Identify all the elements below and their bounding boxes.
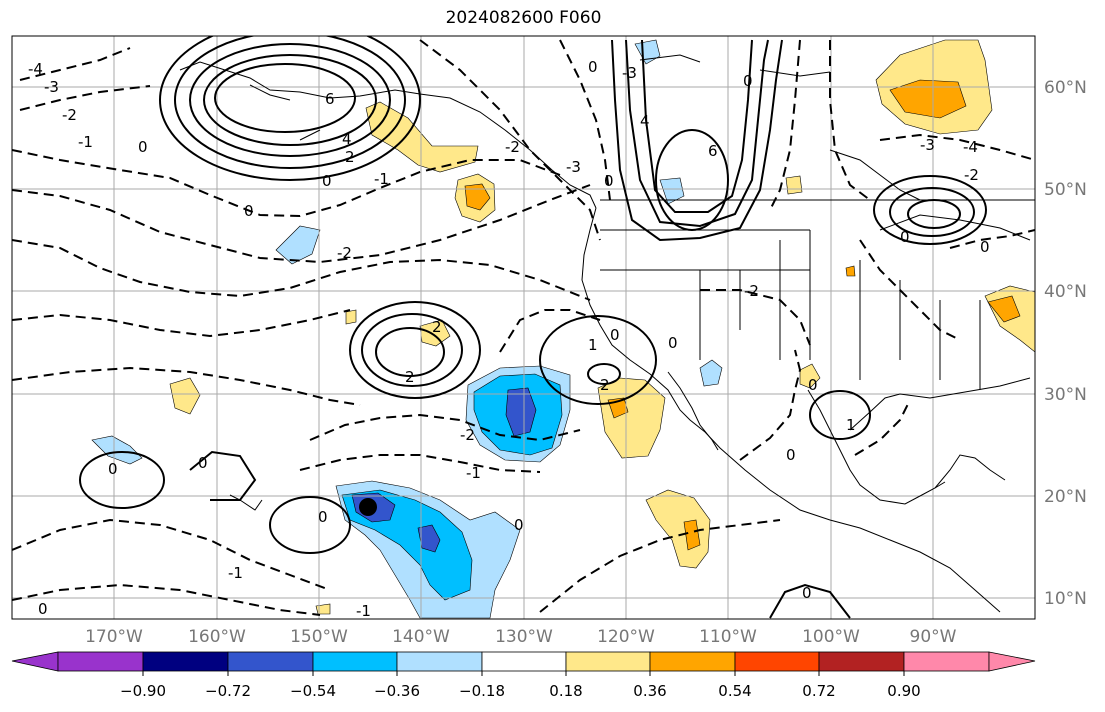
solid-contours xyxy=(79,36,987,619)
contour-label: -1 xyxy=(356,602,371,620)
lon-label-170w: 170°W xyxy=(85,627,143,647)
contour-label: -1 xyxy=(78,133,93,151)
colorbar-segment xyxy=(142,651,229,672)
colorbar-segment xyxy=(903,651,990,672)
contour-label: 0 xyxy=(808,376,818,394)
lat-label-60n: 60°N xyxy=(1044,78,1087,98)
contour-label: 1 xyxy=(588,336,598,354)
colorbar-ticks xyxy=(142,671,905,676)
contour-label: -4 xyxy=(963,138,978,156)
contour-label: -3 xyxy=(44,78,59,96)
colorbar-tick-label: −0.54 xyxy=(290,682,336,700)
contour-label: -2 xyxy=(744,282,759,300)
lon-label-90w: 90°W xyxy=(910,627,957,647)
contour-label: -1 xyxy=(374,170,389,188)
colorbar-tick-label: 0.54 xyxy=(718,682,751,700)
contour-label: 0 xyxy=(786,446,796,464)
colorbar-tick-label: −0.72 xyxy=(205,682,251,700)
contour-label: -2 xyxy=(460,426,475,444)
lon-label-150w: 150°W xyxy=(290,627,348,647)
contour-label: 0 xyxy=(610,326,620,344)
contour-label: -3 xyxy=(566,158,581,176)
colorbar-tick-label: 0.36 xyxy=(633,682,666,700)
contour-label: 0 xyxy=(900,228,910,246)
lat-label-20n: 20°N xyxy=(1044,487,1087,507)
contour-label: -3 xyxy=(920,136,935,154)
contour-label: 0 xyxy=(604,172,614,190)
colorbar-tick-label: −0.36 xyxy=(374,682,420,700)
dashed-contours xyxy=(12,39,1035,616)
contour-label: -2 xyxy=(505,138,520,156)
contour-label: 0 xyxy=(588,58,598,76)
colorbar-segment xyxy=(57,651,144,672)
shaded-positive-field xyxy=(169,39,1035,615)
colorbar-tick-label: 0.72 xyxy=(802,682,835,700)
contour-label: -2 xyxy=(964,166,979,184)
colorbar xyxy=(11,651,1036,672)
colorbar-extend-low xyxy=(11,651,59,672)
storm-marker xyxy=(359,498,377,516)
contour-labels: -4 -3 -2 -1 0 6 4 2 0 0 -2 -1 -2 -3 0 -3… xyxy=(28,58,990,620)
contour-label: -4 xyxy=(28,60,43,78)
colorbar-tick-label: −0.90 xyxy=(120,682,166,700)
contour-label: 0 xyxy=(198,454,208,472)
contour-label: 2 xyxy=(600,376,610,394)
contour-label: 0 xyxy=(138,138,148,156)
contour-label: 0 xyxy=(980,238,990,256)
contour-label: 1 xyxy=(846,416,856,434)
colorbar-segment xyxy=(734,651,820,672)
lon-label-160w: 160°W xyxy=(188,627,246,647)
map-title: 2024082600 F060 xyxy=(445,8,602,28)
contour-label: 0 xyxy=(743,72,753,90)
colorbar-segment xyxy=(649,651,736,672)
colorbar-segment xyxy=(818,651,905,672)
lat-label-10n: 10°N xyxy=(1044,589,1087,609)
contour-label: 0 xyxy=(514,516,524,534)
contour-label: -1 xyxy=(228,564,243,582)
map-gridlines xyxy=(12,36,1035,619)
lon-label-100w: 100°W xyxy=(802,627,860,647)
lon-label-110w: 110°W xyxy=(699,627,757,647)
colorbar-tick-label: −0.18 xyxy=(459,682,505,700)
contour-label: 2 xyxy=(405,368,415,386)
colorbar-segment xyxy=(227,651,314,672)
colorbar-tick-label: 0.18 xyxy=(549,682,582,700)
contour-label: 0 xyxy=(322,172,332,190)
contour-label: -1 xyxy=(466,464,481,482)
lon-label-120w: 120°W xyxy=(597,627,655,647)
contour-label: 4 xyxy=(342,130,352,148)
colorbar-segment xyxy=(565,651,651,672)
contour-label: 0 xyxy=(802,584,812,602)
contour-label: 0 xyxy=(244,202,254,220)
contour-label: 0 xyxy=(108,460,118,478)
lon-label-140w: 140°W xyxy=(392,627,450,647)
colorbar-segment xyxy=(481,651,567,672)
lat-label-40n: 40°N xyxy=(1044,282,1087,302)
lat-label-30n: 30°N xyxy=(1044,385,1087,405)
latitude-labels: 10°N 20°N 30°N 40°N 50°N 60°N xyxy=(1044,78,1087,609)
colorbar-tick-labels: −0.90 −0.72 −0.54 −0.36 −0.18 0.18 0.36 … xyxy=(120,682,921,700)
contour-label: 0 xyxy=(318,508,328,526)
contour-label: 0 xyxy=(38,600,48,618)
colorbar-segment xyxy=(312,651,398,672)
contour-label: 0 xyxy=(668,334,678,352)
contour-label: 2 xyxy=(345,148,355,166)
contour-label: 6 xyxy=(708,142,718,160)
lat-label-50n: 50°N xyxy=(1044,180,1087,200)
contour-label: -2 xyxy=(62,106,77,124)
colorbar-tick-label: 0.90 xyxy=(887,682,920,700)
colorbar-segment xyxy=(396,651,483,672)
contour-label: 4 xyxy=(640,112,650,130)
lon-label-130w: 130°W xyxy=(495,627,553,647)
map-frame xyxy=(11,35,1036,620)
contour-label: 2 xyxy=(432,318,442,336)
colorbar-extend-high xyxy=(988,651,1036,672)
contour-label: -3 xyxy=(622,64,637,82)
contour-label: -2 xyxy=(337,244,352,262)
longitude-labels: 170°W 160°W 150°W 140°W 130°W 120°W 110°… xyxy=(85,627,957,647)
contour-label: 6 xyxy=(325,90,335,108)
